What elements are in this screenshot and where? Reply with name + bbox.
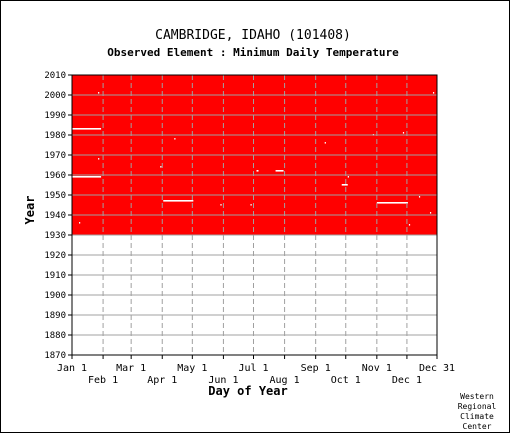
missing-data-gap (250, 204, 252, 206)
missing-data-gap (174, 138, 176, 140)
plot-area (71, 74, 438, 356)
missing-data-gap (275, 170, 284, 172)
y-tick-label: 1930 (44, 231, 66, 241)
credit-block: Western Regional Climate Center (458, 392, 497, 431)
y-tick-label: 1960 (44, 171, 66, 181)
credit-line: Center (463, 422, 492, 431)
x-tick-label: Feb 1 (88, 375, 118, 386)
y-tick-label: 1990 (44, 111, 66, 121)
x-axis-label: Day of Year (208, 384, 287, 398)
y-tick-label: 1880 (44, 331, 66, 341)
y-tick-label: 2010 (44, 71, 66, 81)
y-tick-label: 1900 (44, 291, 66, 301)
x-tick-label: Sep 1 (301, 363, 331, 374)
missing-data-gap (72, 128, 102, 130)
missing-data-gap (220, 204, 222, 206)
y-tick-label: 1910 (44, 271, 66, 281)
axis-ticks: 1870 1880 1890 1900 1910 1920 1930 1940 1950 1960… (44, 71, 455, 386)
missing-data-gap (402, 132, 405, 134)
y-tick-label: 1940 (44, 211, 66, 221)
x-tick-label: Jan 1 (57, 363, 87, 374)
y-tick-label: 1890 (44, 311, 66, 321)
chart-title: CAMBRIDGE, IDAHO (101408) (155, 28, 351, 43)
missing-data-gap (347, 176, 349, 178)
missing-data-gap (418, 196, 421, 198)
chart-subtitle: Observed Element : Minimum Daily Tempera… (107, 46, 399, 59)
credit-line: Regional (458, 402, 497, 411)
x-tick-label: Oct 1 (331, 375, 361, 386)
y-axis-label: Year (23, 196, 37, 225)
missing-data-gap (163, 200, 194, 202)
missing-data-gap (341, 184, 348, 186)
x-tick-label: Jun 1 (208, 375, 238, 386)
missing-data-gap (98, 158, 100, 160)
x-tick-label: Dec 1 (392, 375, 422, 386)
x-tick-label: Dec 31 (419, 363, 455, 374)
missing-data-gap (256, 170, 259, 172)
x-tick-label: Apr 1 (147, 375, 177, 386)
y-tick-label: 2000 (44, 91, 66, 101)
y-tick-label: 1970 (44, 151, 66, 161)
missing-data-gap (408, 224, 411, 226)
y-tick-label: 1870 (44, 351, 66, 361)
x-tick-label: Jul 1 (238, 363, 268, 374)
credit-line: Climate (460, 412, 494, 421)
credit-line: Western (460, 392, 494, 401)
y-tick-label: 1980 (44, 131, 66, 141)
y-tick-label: 1950 (44, 191, 66, 201)
x-tick-label: May 1 (177, 363, 207, 374)
y-tick-label: 1920 (44, 251, 66, 261)
x-tick-label: Aug 1 (270, 375, 300, 386)
x-tick-label: Mar 1 (116, 363, 146, 374)
x-tick-label: Nov 1 (362, 363, 392, 374)
missing-data-gap (324, 142, 326, 144)
missing-data-gap (376, 202, 408, 204)
missing-data-gap (72, 176, 102, 178)
missing-data-gap (429, 212, 432, 214)
missing-data-gap (160, 166, 162, 168)
missing-data-gap (432, 92, 435, 94)
missing-data-gap (98, 92, 100, 94)
missing-data-gap (79, 222, 81, 224)
